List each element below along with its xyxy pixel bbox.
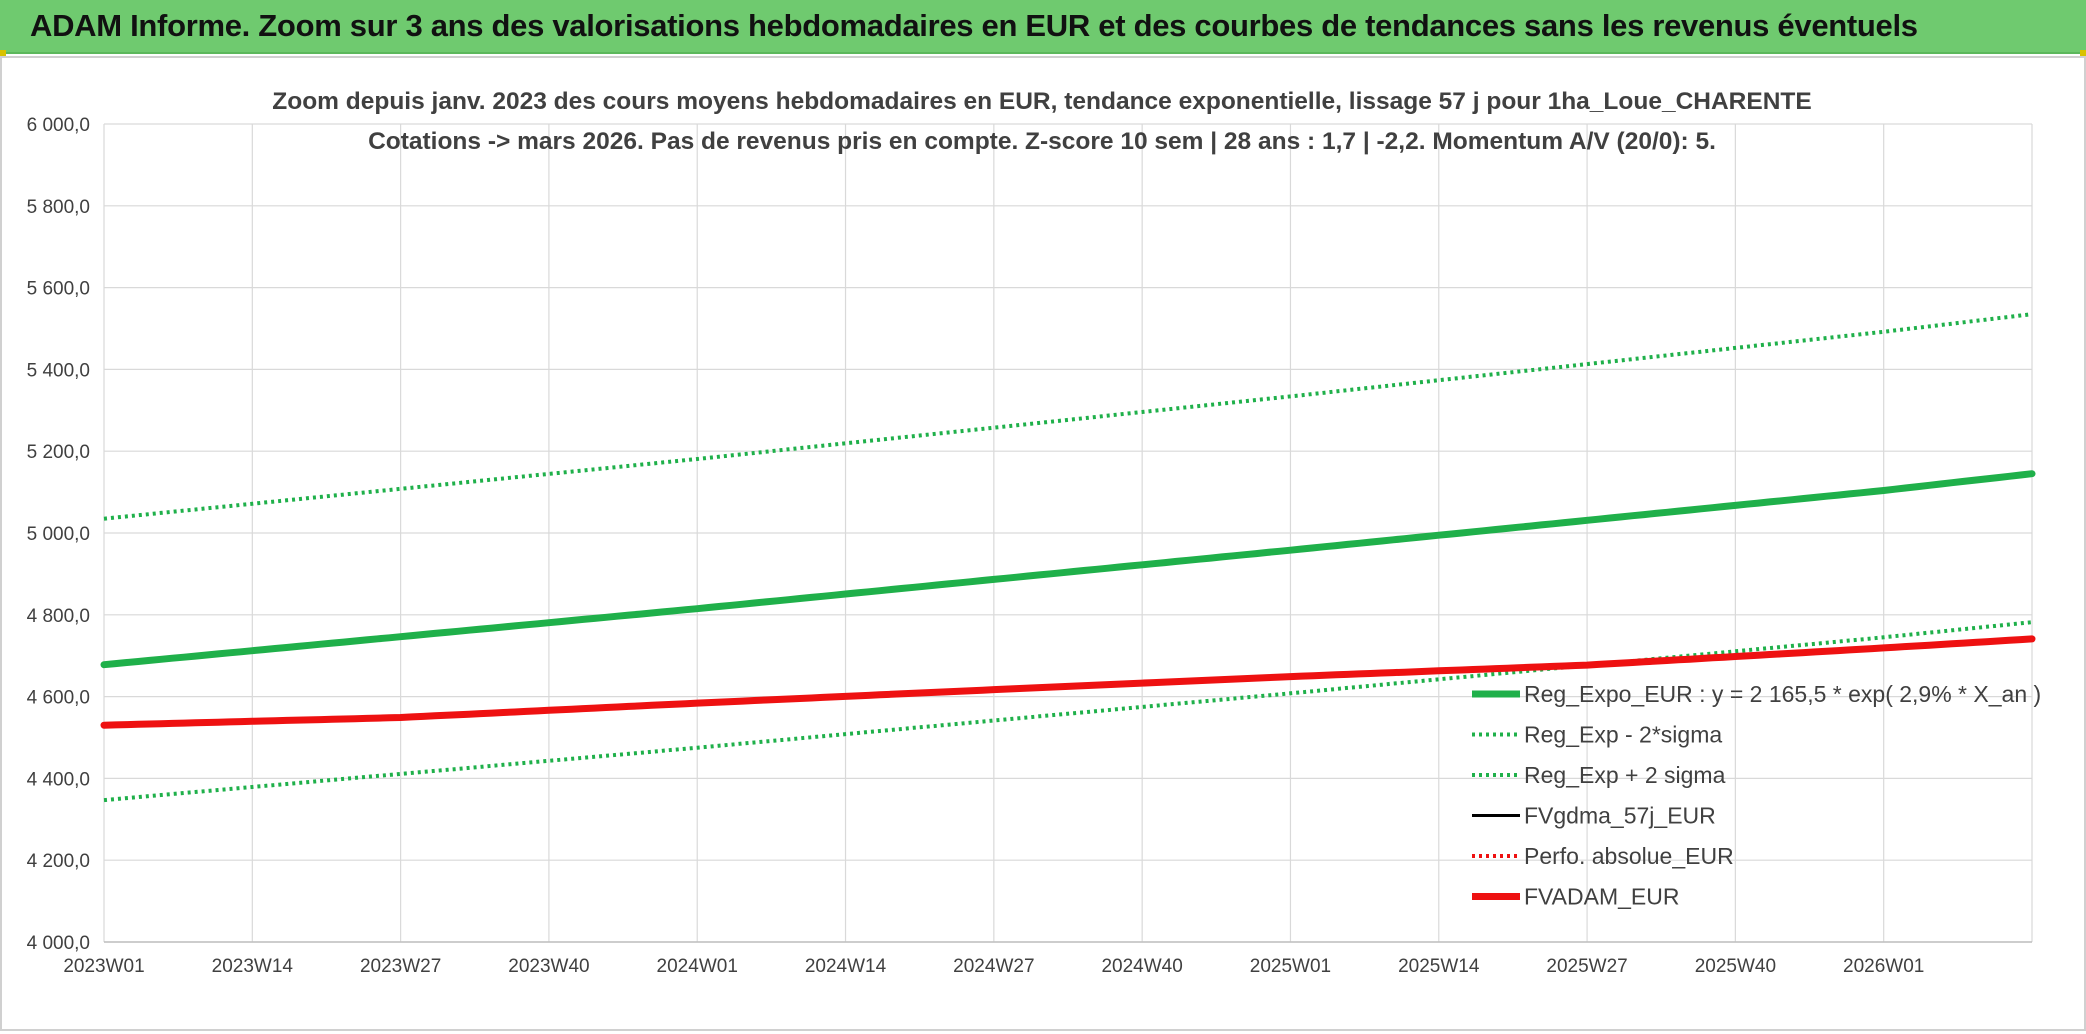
chart-title: Zoom depuis janv. 2023 des cours moyens … — [272, 88, 1811, 115]
x-tick-label: 2024W40 — [1101, 956, 1182, 977]
series-line — [100, 470, 2036, 669]
legend-label: Reg_Exp - 2*sigma — [1524, 722, 1722, 748]
banner: ADAM Informe. Zoom sur 3 ans des valoris… — [0, 0, 2086, 54]
series-line — [100, 635, 2036, 729]
y-tick-label: 4 600,0 — [27, 688, 90, 709]
axes: 4 000,0 4 200,0 4 400,0 4 600,0 4 800,0 5 000… — [27, 115, 2032, 977]
y-tick-label: 5 200,0 — [27, 442, 90, 463]
x-tick-label: 2023W40 — [508, 956, 589, 977]
grid — [103, 123, 2033, 943]
x-tick-label: 2025W27 — [1546, 956, 1627, 977]
x-tick-label: 2024W14 — [805, 956, 887, 977]
x-tick-label: 2024W27 — [953, 956, 1034, 977]
y-tick-label: 4 400,0 — [27, 769, 90, 790]
line-chart: Zoom depuis janv. 2023 des cours moyens … — [27, 88, 2042, 977]
x-tick-label: 2023W14 — [212, 956, 294, 977]
legend-label: Perfo. absolue_EUR — [1524, 843, 1734, 869]
x-tick-label: 2024W01 — [657, 956, 738, 977]
banner-title: ADAM Informe. Zoom sur 3 ans des valoris… — [30, 8, 1918, 43]
y-tick-label: 4 000,0 — [27, 933, 90, 954]
y-tick-label: 4 200,0 — [27, 851, 90, 872]
banner-corner-right — [2080, 50, 2086, 56]
chart-area: Zoom depuis janv. 2023 des cours moyens … — [0, 56, 2086, 1031]
legend-label: FVADAM_EUR — [1524, 884, 1680, 910]
x-tick-label: 2025W40 — [1695, 956, 1776, 977]
y-tick-label: 5 800,0 — [27, 197, 90, 218]
x-tick-label: 2025W01 — [1250, 956, 1331, 977]
x-tick-label: 2026W01 — [1843, 956, 1924, 977]
y-tick-label: 5 000,0 — [27, 524, 90, 545]
legend: Reg_Expo_EUR : y = 2 165,5 * exp( 2,9% *… — [1472, 681, 2041, 910]
legend-label: Reg_Expo_EUR : y = 2 165,5 * exp( 2,9% *… — [1524, 681, 2041, 707]
y-tick-label: 6 000,0 — [27, 115, 90, 136]
series — [100, 312, 2036, 803]
x-tick-label: 2025W14 — [1398, 956, 1480, 977]
banner-corner-left — [0, 50, 6, 56]
legend-label: Reg_Exp + 2 sigma — [1524, 762, 1726, 788]
series-line — [103, 620, 2033, 803]
chart-subtitle: Cotations -> mars 2026. Pas de revenus p… — [368, 128, 1716, 155]
legend-label: FVgdma_57j_EUR — [1524, 803, 1716, 829]
y-tick-label: 5 400,0 — [27, 360, 90, 381]
x-tick-label: 2023W27 — [360, 956, 441, 977]
series-line — [103, 312, 2033, 521]
x-tick-label: 2023W01 — [63, 956, 144, 977]
chart-titles: Zoom depuis janv. 2023 des cours moyens … — [272, 88, 1811, 155]
y-tick-label: 4 800,0 — [27, 606, 90, 627]
y-tick-label: 5 600,0 — [27, 279, 90, 300]
